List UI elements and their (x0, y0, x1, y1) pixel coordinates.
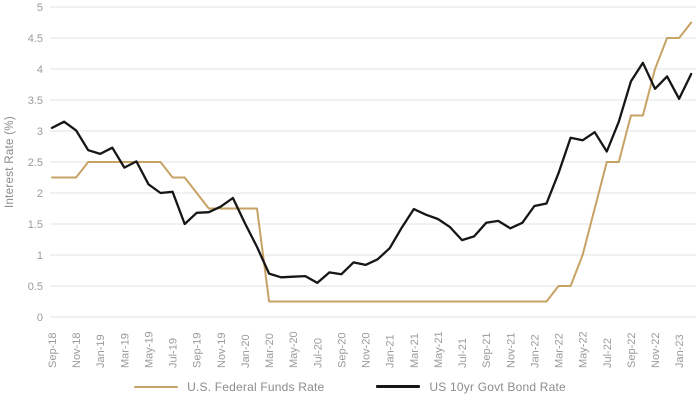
y-tick-label: 2.5 (28, 157, 43, 169)
y-tick-label: 0 (37, 312, 43, 324)
y-tick-label: 3 (37, 126, 43, 138)
x-tick-label: Sep-19 (192, 333, 204, 368)
axis-tick-labels: 0 0.5 1 1.5 2 2.5 3 3.5 4 4.5 5 Sep-18 Nov-18 Jan-19 M… (28, 2, 686, 368)
x-tick-label: Mar-21 (409, 333, 421, 368)
series-lines (50, 21, 693, 303)
x-tick-label: Sep-22 (626, 333, 638, 368)
y-tick-label: 1 (37, 250, 43, 262)
bond-legend-label: US 10yr Govt Bond Rate (429, 379, 566, 394)
fed-funds-legend-swatch (134, 385, 179, 388)
x-tick-label: Sep-20 (336, 333, 348, 368)
fed-funds-legend-label: U.S. Federal Funds Rate (187, 379, 325, 394)
x-tick-label: Jan-21 (385, 334, 397, 368)
interest-rate-chart: 0 0.5 1 1.5 2 2.5 3 3.5 4 4.5 5 Sep-18 Nov-18 Jan-19 M… (4, 2, 696, 368)
bond-line (50, 61, 693, 285)
x-tick-label: May-19 (143, 331, 155, 368)
fed-funds-line (51, 21, 693, 303)
x-tick-label: Nov-21 (505, 333, 517, 368)
x-tick-label: Nov-19 (216, 333, 228, 368)
x-tick-label: Jan-22 (529, 334, 541, 368)
chart-legend: U.S. Federal Funds Rate US 10yr Govt Bon… (0, 372, 700, 401)
x-tick-label: Jul-21 (457, 338, 469, 368)
y-tick-label: 4 (37, 64, 43, 76)
x-tick-label: May-20 (288, 331, 300, 368)
x-tick-label: Jan-23 (674, 334, 686, 368)
x-tick-label: Jan-20 (240, 334, 252, 368)
x-tick-label: Sep-21 (481, 333, 493, 368)
x-tick-label: Jan-19 (95, 334, 107, 368)
x-tick-label: Nov-22 (650, 333, 662, 368)
x-tick-label: May-22 (578, 331, 590, 368)
y-axis-title: Interest Rate (%) (4, 116, 16, 208)
x-tick-label: Jul-22 (602, 338, 614, 368)
x-tick-label: Nov-20 (361, 333, 373, 368)
x-tick-label: Mar-22 (554, 333, 566, 368)
y-tick-label: 2 (37, 188, 43, 200)
legend-item-bond: US 10yr Govt Bond Rate (376, 379, 566, 394)
y-tick-label: 5 (37, 2, 43, 14)
x-tick-label: Mar-19 (119, 333, 131, 368)
x-tick-label: Sep-18 (47, 333, 59, 368)
x-tick-label: May-21 (433, 331, 445, 368)
y-tick-label: 1.5 (28, 219, 43, 231)
y-tick-label: 3.5 (28, 95, 43, 107)
x-tick-label: Mar-20 (264, 333, 276, 368)
bond-legend-swatch (376, 385, 421, 388)
x-tick-label: Jul-20 (312, 338, 324, 368)
legend-item-fed-funds: U.S. Federal Funds Rate (134, 380, 324, 394)
x-tick-label: Jul-19 (168, 338, 180, 368)
x-tick-label: Nov-18 (71, 333, 83, 368)
y-tick-label: 0.5 (28, 281, 43, 293)
y-tick-label: 4.5 (28, 33, 43, 45)
